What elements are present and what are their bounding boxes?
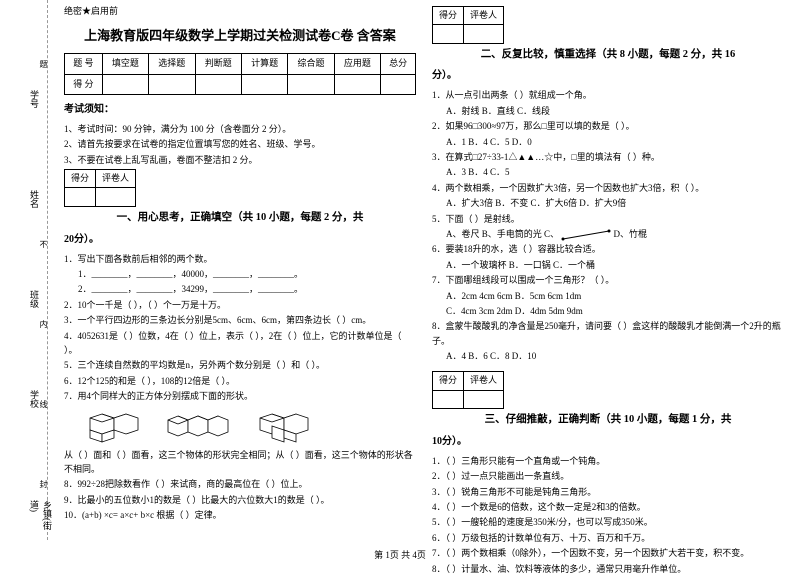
s2-q7: 7．下面哪组线段可以围成一个三角形？（ ）。 bbox=[432, 273, 784, 287]
s1-q4: 4．4052631是（ ）位数，4在（ ）位上，表示（ ），2在（ ）位上，它的… bbox=[64, 329, 416, 358]
notice-3: 3、不要在试卷上乱写乱画，卷面不整洁扣 2 分。 bbox=[64, 153, 416, 167]
mt2-score: 得分 bbox=[433, 7, 464, 25]
secret-label: 绝密★启用前 bbox=[64, 4, 416, 19]
s2-q6o: A．一个玻璃杯 B．一口锅 C．一个桶 bbox=[432, 258, 784, 272]
s3-q4: 4．（ ）一个数是6的倍数，这个数一定是2和3的倍数。 bbox=[432, 500, 784, 514]
mt-score: 得分 bbox=[65, 170, 96, 188]
s2-q8: 8．盒蒙牛酸酸乳的净含量是250毫升，请问要（ ）盒这样的酸酸乳才能倒满一个2升… bbox=[432, 319, 784, 348]
notice-2: 2、请首先按要求在试卷的指定位置填写您的姓名、班级、学号。 bbox=[64, 137, 416, 151]
s2-q1o: A．射线 B．直线 C．线段 bbox=[432, 104, 784, 118]
s1-q1a: 1．________，________，40000，________，_____… bbox=[64, 267, 416, 281]
s1-q8: 8．992÷28把除数看作（ ）来试商，商的最高位在（ ）位上。 bbox=[64, 477, 416, 491]
page-footer: 第 1页 共 4页 bbox=[0, 548, 800, 561]
s2-q4: 4．两个数相乘，一个因数扩大3倍，另一个因数也扩大3倍，积（ ）。 bbox=[432, 181, 784, 195]
s2-q8o: A．4 B．6 C．8 D．10 bbox=[432, 349, 784, 363]
s2-q5d: D、竹棍 bbox=[614, 229, 648, 239]
grader-table-2: 得分评卷人 bbox=[432, 6, 504, 44]
seal-mark-3: 内 bbox=[38, 320, 49, 328]
s1-q1b: 2．________，________，34299，________，_____… bbox=[64, 282, 416, 296]
score-h2: 选择题 bbox=[149, 54, 195, 74]
s3-q3: 3．（ ）锐角三角形不可能是钝角三角形。 bbox=[432, 485, 784, 499]
s1-q10: 10．(a+b) ×c= a×c+ b×c 根据（ ）定律。 bbox=[64, 508, 416, 522]
left-column: 绝密★启用前 上海教育版四年级数学上学期过关检测试卷C卷 含答案 题 号 填空题… bbox=[56, 4, 424, 536]
s1-q3: 3．一个平行四边形的三条边长分别是5cm、6cm、6cm，第四条边长（ ）cm。 bbox=[64, 313, 416, 327]
mt-grader: 评卷人 bbox=[96, 170, 136, 188]
s1-q1: 1．写出下面各数前后相邻的两个数。 bbox=[64, 252, 416, 266]
section3-title2: 10分）。 bbox=[432, 433, 784, 450]
score-h3: 判断题 bbox=[195, 54, 241, 74]
s1-q6: 6．12个125的和是（ ），108的12倍是（ ）。 bbox=[64, 374, 416, 388]
grader-table-1: 得分评卷人 bbox=[64, 169, 136, 207]
s2-q4o: A．扩大3倍 B．不变 C．扩大6倍 D．扩大9倍 bbox=[432, 196, 784, 210]
notice-1: 1、考试时间：90 分钟，满分为 100 分（含卷面分 2 分）。 bbox=[64, 122, 416, 136]
cube-shape-1 bbox=[84, 408, 144, 444]
score-h5: 综合题 bbox=[288, 54, 334, 74]
s3-q2: 2．（ ）过一点只能画出一条直线。 bbox=[432, 469, 784, 483]
s2-q2o: A．1 B．4 C．5 D．0 bbox=[432, 135, 784, 149]
mt3-grader: 评卷人 bbox=[464, 372, 504, 390]
score-h0: 题 号 bbox=[65, 54, 103, 74]
s2-q5: 5．下面（ ）是射线。 bbox=[432, 212, 784, 226]
exam-title: 上海教育版四年级数学上学期过关检测试卷C卷 含答案 bbox=[64, 25, 416, 47]
s2-q3o: A．3 B．4 C．5 bbox=[432, 165, 784, 179]
grader-table-3: 得分评卷人 bbox=[432, 371, 504, 409]
s1-q5: 5．三个连续自然数的平均数是n，另外两个数分别是（ ）和（ ）。 bbox=[64, 358, 416, 372]
score-h7: 总分 bbox=[381, 54, 416, 74]
seal-mark-5: 题 bbox=[38, 60, 49, 68]
s1-q9: 9．比最小的五位数小1的数是（ ）比最大的六位数大1的数是（ ）。 bbox=[64, 493, 416, 507]
score-row2: 得 分 bbox=[65, 74, 103, 94]
cube-shape-3 bbox=[254, 408, 314, 444]
s2-q7o2: C．4cm 3cm 2dm D．4dm 5dm 9dm bbox=[432, 304, 784, 318]
s2-q5o: A、卷尺 B、手电筒的光 C、 D、竹棍 bbox=[432, 227, 784, 241]
s2-q7o: A．2cm 4cm 6cm B．5cm 6cm 1dm bbox=[432, 289, 784, 303]
score-h4: 计算题 bbox=[241, 54, 287, 74]
binding-label-id: 学号 bbox=[28, 90, 41, 108]
seal-mark-1: 封 bbox=[38, 480, 49, 488]
score-h6: 应用题 bbox=[334, 54, 380, 74]
s2-q2: 2．如果96□300≈97万，那么□里可以填的数是（ ）。 bbox=[432, 119, 784, 133]
mt2-grader: 评卷人 bbox=[464, 7, 504, 25]
score-h1: 填空题 bbox=[102, 54, 148, 74]
s3-q1: 1．（ ）三角形只能有一个直角或一个钝角。 bbox=[432, 454, 784, 468]
section2-title: 二、反复比较，慎重选择（共 8 小题，每题 2 分，共 16 bbox=[432, 46, 784, 64]
s3-q6: 6．（ ）万级包括的计数单位有万、十万、百万和千万。 bbox=[432, 531, 784, 545]
s1-q7b: 从（ ）面和（ ）面看，这三个物体的形状完全相同；从（ ）面看，这三个物体的形状… bbox=[64, 448, 416, 477]
binding-label-class: 班级 bbox=[28, 290, 41, 308]
section3-title: 三、仔细推敲，正确判断（共 10 小题，每题 1 分，共 bbox=[432, 411, 784, 429]
seal-mark-4: 不 bbox=[38, 240, 49, 248]
seal-mark-2: 线 bbox=[38, 400, 49, 408]
section1-title: 一、用心思考，正确填空（共 10 小题，每题 2 分，共 bbox=[64, 209, 416, 227]
s2-q3: 3．在算式□27÷33-1△▲▲…☆中，□里的填法有（ ）种。 bbox=[432, 150, 784, 164]
mt3-score: 得分 bbox=[433, 372, 464, 390]
binding-label-township: 乡镇(街道) bbox=[28, 500, 54, 540]
s2-q5a: A、卷尺 B、手电筒的光 C、 bbox=[446, 229, 559, 239]
cube-shapes bbox=[84, 408, 416, 444]
s2-q6: 6．要装18升的水，选（ ）容器比较合适。 bbox=[432, 242, 784, 256]
section1-title2: 20分）。 bbox=[64, 231, 416, 248]
binding-label-name: 姓名 bbox=[28, 190, 41, 208]
section2-title2: 分）。 bbox=[432, 67, 784, 84]
line-segment-icon bbox=[561, 229, 611, 241]
notice-head: 考试须知： bbox=[64, 101, 416, 118]
cube-shape-2 bbox=[164, 408, 234, 444]
s1-q2: 2．10个一千是（ ），（ ）个一万是十万。 bbox=[64, 298, 416, 312]
s1-q7: 7．用4个同样大的正方体分别摆成下面的形状。 bbox=[64, 389, 416, 403]
right-column: 得分评卷人 二、反复比较，慎重选择（共 8 小题，每题 2 分，共 16 分）。… bbox=[424, 4, 792, 536]
score-table: 题 号 填空题 选择题 判断题 计算题 综合题 应用题 总分 得 分 bbox=[64, 53, 416, 95]
s3-q5: 5．（ ）一艘轮船的速度是350米/分，也可以写成350米。 bbox=[432, 515, 784, 529]
s2-q1: 1．从一点引出两条（ ）就组成一个角。 bbox=[432, 88, 784, 102]
s3-q8: 8．（ ）计量水、油、饮料等液体的多少，通常只用毫升作单位。 bbox=[432, 562, 784, 576]
